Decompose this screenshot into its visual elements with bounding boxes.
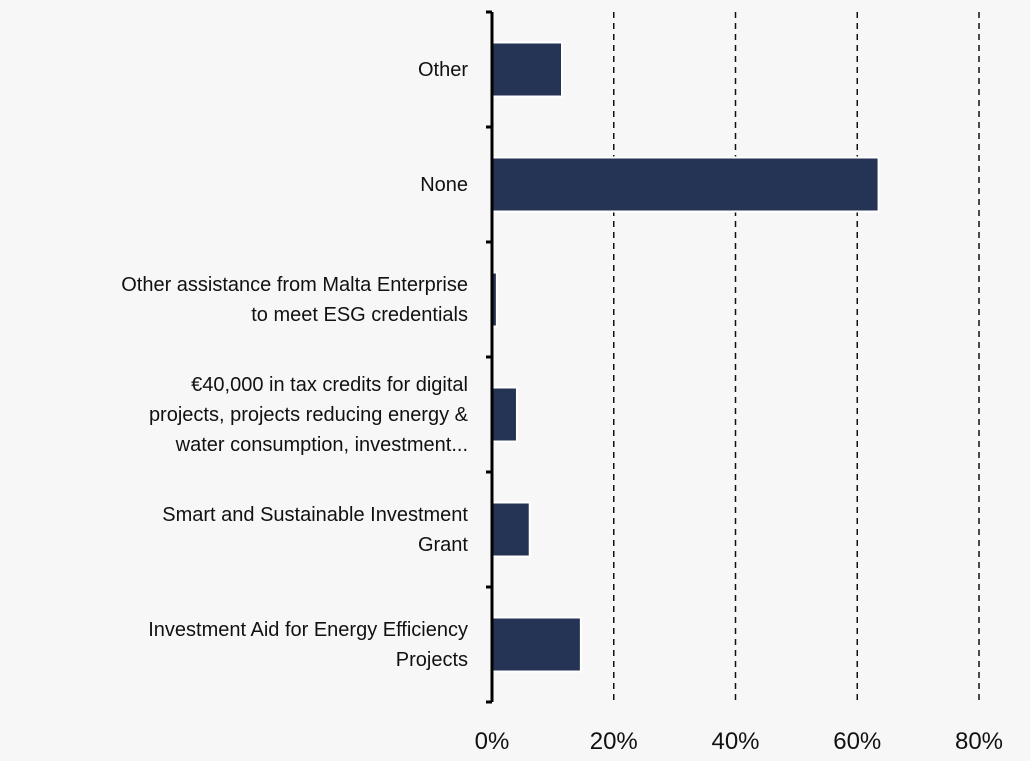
y-tick-label: None xyxy=(420,173,468,196)
x-tick-label: 60% xyxy=(833,728,882,755)
y-tick-label: Other xyxy=(417,58,468,81)
y-tick-label: Other assistance from Malta Enterprise t… xyxy=(121,273,468,326)
bar xyxy=(491,386,518,443)
y-tick-label: Investment Aid for Energy Efficiency Pro… xyxy=(148,618,468,671)
bar xyxy=(491,501,531,558)
x-tick-label: 40% xyxy=(711,728,760,755)
bar xyxy=(491,156,880,213)
y-tick-label: €40,000 in tax credits for digital proje… xyxy=(148,373,468,456)
bar xyxy=(491,41,564,98)
x-tick-label: 20% xyxy=(589,728,638,755)
bar xyxy=(491,616,582,673)
y-tick-label: Smart and Sustainable Investment Grant xyxy=(162,503,468,556)
x-tick-label: 80% xyxy=(954,728,1004,755)
x-tick-label: 0% xyxy=(474,728,510,755)
